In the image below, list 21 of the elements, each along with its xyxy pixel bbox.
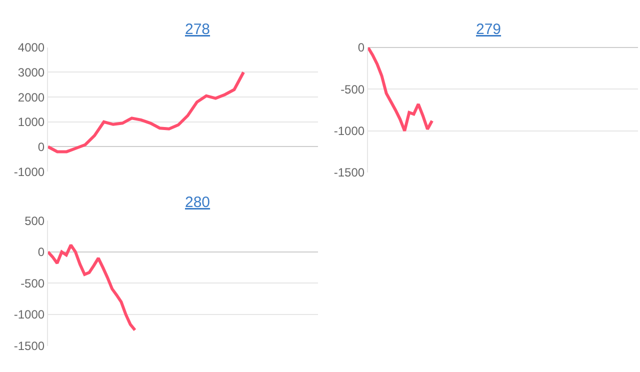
y-tick-label: 0	[38, 140, 45, 154]
line-series	[368, 47, 434, 132]
y-tick-label: 3000	[18, 65, 45, 80]
line-series	[48, 244, 136, 332]
y-tick-label: -1000	[14, 308, 45, 322]
y-tick-label: -1500	[334, 166, 365, 180]
y-tick-label: -1000	[14, 164, 45, 179]
y-tick-label: -1000	[334, 124, 365, 138]
y-tick-label: 2000	[18, 90, 45, 104]
y-tick-label: -500	[20, 276, 45, 290]
chart-title: 279	[476, 21, 502, 38]
y-tick-label: 1000	[18, 115, 45, 130]
line-series	[48, 70, 246, 154]
chart-title: 278	[185, 21, 210, 38]
y-tick-label: 0	[358, 40, 365, 55]
y-tick-label: 500	[24, 214, 45, 228]
y-tick-label: 0	[38, 245, 45, 260]
y-tick-label: -1500	[14, 338, 45, 353]
y-tick-label: -500	[340, 82, 365, 96]
y-tick-label: 4000	[18, 40, 45, 55]
chart-title: 280	[185, 194, 210, 211]
